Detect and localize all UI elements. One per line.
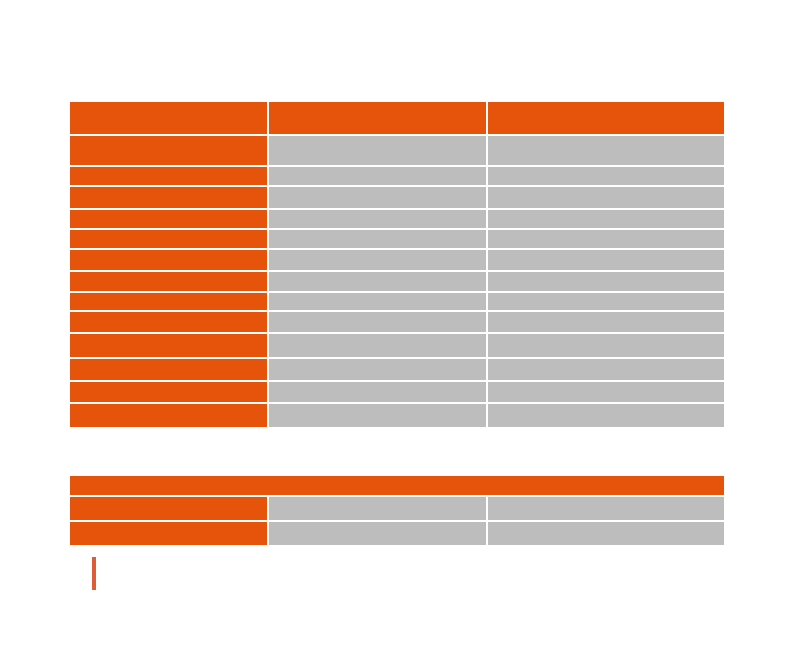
content-table-large[interactable] — [70, 102, 724, 427]
table-row — [70, 381, 724, 404]
row-header-cell[interactable] — [70, 186, 269, 210]
data-cell[interactable] — [487, 358, 724, 382]
table-row — [70, 292, 724, 312]
data-cell[interactable] — [268, 186, 488, 210]
row-header-cell[interactable] — [70, 209, 269, 230]
table-row — [70, 135, 724, 167]
data-cell[interactable] — [487, 166, 724, 187]
header-cell[interactable] — [487, 102, 724, 136]
table-row — [70, 209, 724, 230]
row-header-cell[interactable] — [70, 358, 269, 382]
table-row — [70, 166, 724, 187]
row-header-cell[interactable] — [70, 292, 269, 312]
data-cell[interactable] — [487, 521, 724, 545]
table-row — [70, 358, 724, 382]
data-cell[interactable] — [268, 249, 488, 272]
data-cell[interactable] — [268, 381, 488, 404]
content-table-small[interactable] — [70, 476, 724, 545]
data-cell[interactable] — [268, 358, 488, 382]
data-cell[interactable] — [487, 209, 724, 230]
data-cell[interactable] — [268, 496, 488, 522]
header-cell[interactable] — [268, 102, 488, 136]
data-cell[interactable] — [487, 381, 724, 404]
table-row — [70, 271, 724, 293]
table-row — [70, 229, 724, 250]
data-cell[interactable] — [268, 229, 488, 250]
table-row — [70, 496, 724, 522]
data-cell[interactable] — [487, 271, 724, 293]
row-header-cell[interactable] — [70, 521, 269, 545]
table-row — [70, 249, 724, 272]
data-cell[interactable] — [487, 403, 724, 427]
table-row — [70, 311, 724, 334]
text-cursor — [92, 557, 96, 590]
row-header-cell[interactable] — [70, 271, 269, 293]
data-cell[interactable] — [268, 135, 488, 167]
table-row — [70, 403, 724, 427]
table-header-row — [70, 102, 724, 136]
table-row — [70, 521, 724, 545]
header-cell[interactable] — [70, 476, 724, 497]
row-header-cell[interactable] — [70, 166, 269, 187]
table-row — [70, 333, 724, 359]
data-cell[interactable] — [268, 166, 488, 187]
data-cell[interactable] — [487, 135, 724, 167]
row-header-cell[interactable] — [70, 333, 269, 359]
data-cell[interactable] — [268, 311, 488, 334]
data-cell[interactable] — [268, 209, 488, 230]
data-cell[interactable] — [487, 292, 724, 312]
data-cell[interactable] — [487, 333, 724, 359]
data-cell[interactable] — [487, 496, 724, 522]
header-cell[interactable] — [70, 102, 269, 136]
table-header-row — [70, 476, 724, 497]
data-cell[interactable] — [268, 271, 488, 293]
row-header-cell[interactable] — [70, 135, 269, 167]
row-header-cell[interactable] — [70, 403, 269, 427]
data-cell[interactable] — [268, 333, 488, 359]
data-cell[interactable] — [487, 249, 724, 272]
row-header-cell[interactable] — [70, 311, 269, 334]
data-cell[interactable] — [487, 186, 724, 210]
row-header-cell[interactable] — [70, 381, 269, 404]
data-cell[interactable] — [268, 292, 488, 312]
row-header-cell[interactable] — [70, 249, 269, 272]
data-cell[interactable] — [487, 311, 724, 334]
row-header-cell[interactable] — [70, 496, 269, 522]
table-row — [70, 186, 724, 210]
data-cell[interactable] — [268, 521, 488, 545]
data-cell[interactable] — [268, 403, 488, 427]
data-cell[interactable] — [487, 229, 724, 250]
row-header-cell[interactable] — [70, 229, 269, 250]
